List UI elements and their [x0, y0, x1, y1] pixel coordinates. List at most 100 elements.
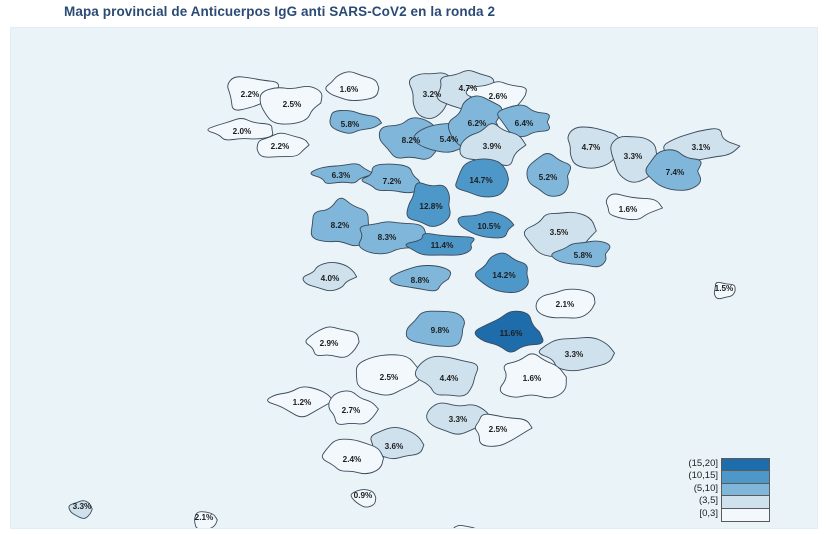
legend-swatch — [722, 483, 769, 497]
province-zaragoza[interactable] — [526, 153, 572, 197]
province-value-label: 1.6% — [619, 205, 638, 214]
province-value-label: 14.7% — [469, 176, 493, 185]
province-value-label: 8.8% — [411, 276, 430, 285]
province-value-label: 8.2% — [331, 221, 350, 230]
province-barcelona[interactable] — [645, 149, 702, 191]
province-cadiz[interactable] — [321, 438, 384, 475]
legend-label: (10,15] — [688, 470, 718, 482]
province-value-label: 2.0% — [233, 127, 252, 136]
province-ceuta[interactable] — [350, 489, 377, 508]
legend-swatch — [722, 496, 769, 509]
province-toledo[interactable] — [389, 265, 452, 292]
province-value-label: 2.5% — [283, 100, 302, 109]
province-value-label: 2.1% — [556, 300, 575, 309]
province-value-label: 3.2% — [457, 527, 476, 528]
province-value-label: 5.8% — [341, 120, 360, 129]
province-huesca[interactable] — [567, 126, 622, 169]
province-value-label: 2.9% — [320, 339, 339, 348]
province-mallorca[interactable] — [713, 281, 736, 300]
province-sevilla[interactable] — [328, 390, 379, 425]
province-value-label: 3.3% — [565, 350, 584, 359]
province-guadalajara[interactable] — [457, 211, 515, 239]
province-badajoz[interactable] — [305, 326, 360, 358]
province-las-palmas[interactable] — [194, 511, 218, 528]
province-ciudad-real[interactable] — [405, 310, 465, 347]
province-value-label: 4.7% — [459, 84, 478, 93]
province-madrid[interactable] — [405, 233, 475, 256]
province-caceres[interactable] — [302, 262, 358, 292]
legend-label: (15,20] — [688, 458, 718, 470]
province-value-label: 3.9% — [483, 142, 502, 151]
province-value-label: 2.5% — [380, 373, 399, 382]
province-labels: 2.2% 2.5% 1.6% 3.2% 4.7% 2.6% 2.0% 5.8% 8.2% 5.4%… — [73, 84, 734, 528]
province-leon[interactable] — [329, 109, 383, 134]
province-value-label: 3.6% — [385, 442, 404, 451]
province-huelva[interactable] — [267, 386, 334, 418]
province-value-label: 3.3% — [624, 152, 643, 161]
province-value-label: 8.3% — [378, 233, 397, 242]
province-ourense[interactable] — [256, 132, 310, 158]
province-asturias[interactable] — [325, 71, 380, 101]
province-value-label: 5.2% — [539, 173, 558, 182]
province-sta-cruz-de-tenerife[interactable] — [68, 500, 93, 519]
province-valencia[interactable] — [535, 288, 596, 319]
province-value-label: 3.5% — [550, 228, 569, 237]
province-value-label: 7.4% — [666, 168, 685, 177]
province-albacete[interactable] — [474, 310, 544, 353]
legend-swatch — [722, 508, 769, 521]
province-alicante[interactable] — [538, 337, 615, 372]
province-cuenca[interactable] — [475, 252, 529, 293]
province-value-label: 5.4% — [440, 135, 459, 144]
province-value-label: 1.6% — [523, 374, 542, 383]
legend-swatch — [722, 471, 769, 484]
province-value-label: 4.7% — [582, 143, 601, 152]
province-pontevedra[interactable] — [207, 118, 274, 141]
province-value-label: 10.5% — [477, 222, 501, 231]
province-value-label: 2.7% — [342, 406, 361, 415]
legend-swatches — [721, 458, 770, 522]
province-value-label: 5.8% — [574, 251, 593, 260]
province-value-label: 2.6% — [489, 92, 508, 101]
province-value-label: 2.2% — [241, 90, 260, 99]
legend: (15,20] (10,15] (5,10] (3,5] [0,3] — [688, 458, 770, 522]
province-soria[interactable] — [455, 158, 509, 198]
province-castellon[interactable] — [551, 240, 611, 268]
legend-labels: (15,20] (10,15] (5,10] (3,5] [0,3] — [688, 458, 718, 520]
province-la-rioja[interactable] — [459, 123, 527, 166]
province-value-label: 1.5% — [715, 284, 734, 293]
province-value-label: 2.4% — [343, 455, 362, 464]
province-value-label: 11.4% — [431, 241, 454, 250]
province-value-label: 6.2% — [468, 119, 487, 128]
province-value-label: 3.3% — [449, 415, 468, 424]
province-melilla[interactable] — [453, 524, 477, 528]
province-value-label: 12.8% — [419, 202, 443, 211]
province-value-label: 3.1% — [692, 143, 711, 152]
province-value-label: 1.6% — [340, 85, 359, 94]
province-almeria[interactable] — [474, 413, 533, 447]
province-value-label: 7.2% — [383, 177, 402, 186]
province-cordoba[interactable] — [355, 354, 425, 396]
legend-label: (3,5] — [698, 495, 718, 507]
province-value-label: 3.2% — [423, 90, 442, 99]
province-value-label: 0.9% — [354, 491, 373, 500]
province-navarra[interactable] — [497, 104, 550, 138]
province-segovia[interactable] — [406, 182, 451, 227]
province-value-label: 8.2% — [402, 136, 421, 145]
province-tarragona[interactable] — [605, 193, 663, 221]
province-zamora[interactable] — [310, 163, 376, 184]
province-value-label: 6.4% — [515, 119, 534, 128]
province-value-label: 2.2% — [271, 142, 290, 151]
province-shapes — [68, 70, 741, 528]
legend-label: [0,3] — [699, 507, 719, 519]
page-title: Mapa provincial de Anticuerpos IgG anti … — [64, 4, 496, 19]
province-jaen[interactable] — [414, 355, 479, 397]
province-murcia[interactable] — [499, 353, 567, 399]
province-value-label: 2.1% — [195, 513, 214, 522]
legend-label: (5,10] — [693, 482, 718, 494]
spain-provinces-choropleth: 2.2% 2.5% 1.6% 3.2% 4.7% 2.6% 2.0% 5.8% 8.2% 5.4%… — [68, 70, 741, 528]
province-value-label: 14.2% — [492, 271, 516, 280]
province-value-label: 6.3% — [332, 171, 351, 180]
province-value-label: 4.0% — [321, 274, 340, 283]
province-lugo[interactable] — [259, 85, 323, 125]
province-value-label: 4.4% — [440, 374, 459, 383]
